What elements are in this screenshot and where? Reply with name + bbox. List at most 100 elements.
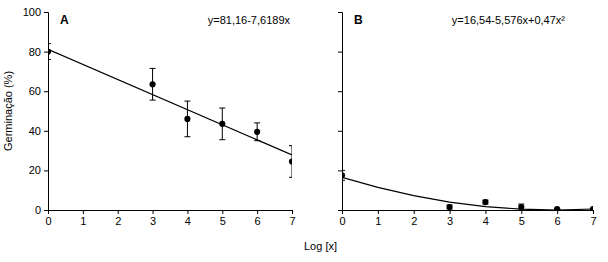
x-tick-label: 2 <box>115 215 121 227</box>
annotation: y=16,54-5,576x+0,47x² <box>452 14 565 26</box>
y-tick-mark <box>338 91 342 92</box>
error-bar-cap <box>184 101 190 102</box>
error-bar <box>184 101 190 137</box>
y-axis <box>338 13 343 211</box>
y-tick <box>338 91 342 92</box>
error-bar-cap <box>219 139 225 140</box>
fit-line <box>342 177 593 210</box>
y-tick-label: 80 <box>29 46 41 58</box>
x-axis-line <box>343 211 594 215</box>
x-tick-label: 4 <box>185 215 191 227</box>
y-tick <box>338 52 342 53</box>
x-tick: 1 <box>80 210 86 227</box>
error-bar-cap <box>254 122 260 123</box>
point <box>149 81 155 87</box>
x-axis: 0 1 2 3 4 5 6 7 <box>45 210 295 227</box>
error-bar-cap <box>184 136 190 137</box>
x-tick-mark <box>83 210 84 214</box>
annotation: y=81,16-7,6189x <box>208 14 291 26</box>
x-tick-mark <box>292 210 293 214</box>
x-axis-line <box>49 211 293 215</box>
x-tick: 5 <box>220 210 226 227</box>
x-tick: 4 <box>185 210 191 227</box>
point <box>482 199 488 205</box>
x-tick-mark <box>378 210 379 214</box>
point <box>289 158 292 164</box>
panel: 0 1 2 3 4 5 6 7 0 20 40 60 80 100 Ay=81,16-7,6189x Germ… <box>2 6 337 252</box>
y-tick: 20 <box>29 164 48 176</box>
x-tick-label: 7 <box>289 215 295 227</box>
error-bar-cap <box>48 59 51 60</box>
x-tick-label: 3 <box>150 215 156 227</box>
x-tick-label: 6 <box>255 215 261 227</box>
y-axis: 0 20 40 60 80 100 <box>23 6 49 216</box>
x-tick-label: 7 <box>590 215 596 227</box>
point <box>446 204 452 210</box>
error-bar-cap <box>150 100 156 101</box>
figure: 01234567020406080100Ay=81,16-7,6189xGerm… <box>0 0 608 262</box>
y-tick-label: 0 <box>35 204 41 216</box>
y-tick <box>338 170 342 171</box>
y-tick: 0 <box>35 204 48 216</box>
fit-line <box>48 49 292 155</box>
error-bar-cap <box>289 177 292 178</box>
x-tick-label: 6 <box>555 215 561 227</box>
x-tick: 4 <box>483 210 489 227</box>
y-tick <box>338 131 342 132</box>
x-tick: 0 <box>45 210 51 227</box>
x-tick-label: 5 <box>519 215 525 227</box>
x-tick: 6 <box>555 210 561 227</box>
y-tick-mark <box>338 210 342 211</box>
error-bar-cap <box>219 108 225 109</box>
x-tick: 1 <box>375 210 381 227</box>
y-tick-mark <box>338 131 342 132</box>
error-bar-cap <box>48 43 51 44</box>
x-tick-mark <box>450 210 451 214</box>
x-tick-mark <box>521 210 522 214</box>
panel: 0 1 2 3 4 5 6 7 By=16,54-5,576x+0,47x² <box>338 13 597 227</box>
y-tick-mark <box>338 52 342 53</box>
error-bar-cap <box>342 170 345 171</box>
y-tick: 80 <box>29 46 48 58</box>
y-tick-mark <box>338 170 342 171</box>
x-tick-mark <box>257 210 258 214</box>
error-bar <box>254 123 260 141</box>
x-tick-mark <box>153 210 154 214</box>
y-axis-line <box>44 13 49 211</box>
x-tick-mark <box>593 210 594 214</box>
y-tick-label: 100 <box>23 6 41 18</box>
x-tick-label: 0 <box>339 215 345 227</box>
y-tick-label: 40 <box>29 125 41 137</box>
error-bar <box>289 146 292 178</box>
y-axis-line <box>338 13 343 211</box>
x-tick-mark <box>222 210 223 214</box>
x-tick-label: 0 <box>45 215 51 227</box>
error-bar <box>342 170 345 180</box>
x-tick-mark <box>187 210 188 214</box>
y-tick: 60 <box>29 85 48 97</box>
error-bar-cap <box>289 145 292 146</box>
plot-area <box>48 44 292 178</box>
y-tick-mark <box>44 12 48 13</box>
x-tick-label: 2 <box>411 215 417 227</box>
error-bar-cap <box>150 68 156 69</box>
y-tick-label: 20 <box>29 164 41 176</box>
y-tick-mark <box>44 91 48 92</box>
y-tick <box>338 12 342 13</box>
x-tick: 3 <box>447 210 453 227</box>
x-tick: 3 <box>150 210 156 227</box>
x-tick-label: 1 <box>80 215 86 227</box>
x-tick-label: 4 <box>483 215 489 227</box>
panel-title: B <box>354 13 363 27</box>
x-axis: 0 1 2 3 4 5 6 7 <box>339 210 596 227</box>
y-tick-mark <box>44 52 48 53</box>
x-tick: 5 <box>519 210 525 227</box>
y-tick-mark <box>44 131 48 132</box>
y-tick-mark <box>44 210 48 211</box>
x-tick: 7 <box>590 210 596 227</box>
y-axis-title: Germinação (%) <box>2 71 14 151</box>
y-tick: 40 <box>29 125 48 137</box>
plot-area <box>342 170 593 210</box>
panel-title: A <box>60 13 69 27</box>
point <box>254 129 260 135</box>
